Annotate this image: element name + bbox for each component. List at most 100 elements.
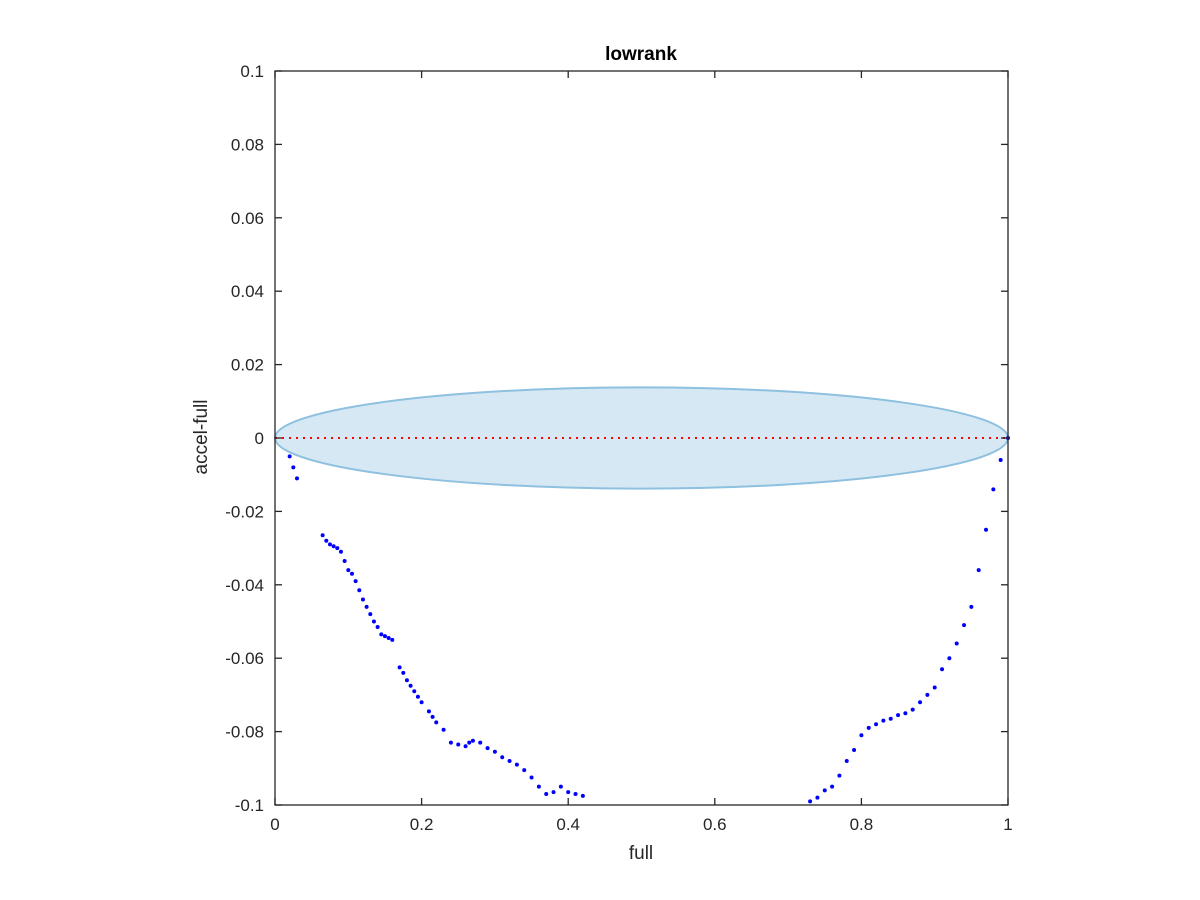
scatter-point: [467, 740, 472, 745]
scatter-point: [808, 799, 813, 804]
scatter-point: [932, 685, 937, 690]
y-tick-label: -0.1: [235, 796, 264, 815]
scatter-point: [401, 670, 406, 675]
scatter-point: [903, 711, 908, 716]
y-tick-label: -0.08: [225, 723, 264, 742]
scatter-point: [360, 597, 365, 602]
y-axis-ticks: -0.1 -0.08 -0.06 -0.04 -0.02 0 0.02 0.04 0.06 0.0…: [225, 62, 1008, 815]
x-tick-label: 0.4: [556, 815, 580, 834]
x-tick-label: 0: [270, 815, 279, 834]
scatter-point: [852, 747, 857, 752]
scatter-point: [415, 694, 420, 699]
scatter-point: [984, 527, 989, 532]
scatter-point: [386, 636, 391, 641]
scatter-point: [470, 738, 475, 743]
scatter-point: [448, 740, 453, 745]
scatter-point: [492, 749, 497, 754]
scatter-point: [331, 544, 336, 549]
scatter-point: [456, 742, 461, 747]
scatter-point: [837, 773, 842, 778]
scatter-point: [844, 758, 849, 763]
y-tick-label: 0: [255, 429, 264, 448]
scatter-point: [485, 746, 490, 751]
scatter-point: [529, 775, 534, 780]
scatter-point: [430, 714, 435, 719]
scatter-point: [327, 542, 332, 547]
scatter-point: [397, 665, 402, 670]
y-axis-title: accel-full: [191, 400, 212, 475]
scatter-point: [910, 707, 915, 712]
scatter-point: [551, 790, 556, 795]
scatter-point: [324, 538, 329, 543]
scatter-point: [830, 784, 835, 789]
scatter-point: [419, 700, 424, 705]
scatter-point: [382, 634, 387, 639]
scatter-point: [320, 533, 325, 538]
scatter-point: [390, 637, 395, 642]
y-tick-label: 0.04: [231, 282, 264, 301]
scatter-point: [353, 579, 358, 584]
scatter-point: [580, 793, 585, 798]
scatter-point: [294, 476, 299, 481]
scatter-point: [507, 758, 512, 763]
y-tick-label: 0.06: [231, 209, 264, 228]
x-axis-title: full: [629, 843, 653, 864]
scatter-point: [514, 762, 519, 767]
scatter-point: [969, 604, 974, 609]
scatter-point: [375, 625, 380, 630]
scatter-point: [463, 744, 468, 749]
scatter-point: [815, 795, 820, 800]
x-axis-ticks: 0 0.2 0.4 0.6 0.8 1: [270, 71, 1013, 834]
scatter-point: [371, 619, 376, 624]
scatter-point: [918, 700, 923, 705]
scatter-point: [500, 755, 505, 760]
plot-area: 0 0.2 0.4 0.6 0.8 1 -0.1 -0.08 -0.06 -0.04 -0.02 0…: [225, 62, 1012, 834]
scatter-point: [368, 612, 373, 617]
y-tick-label: -0.06: [225, 649, 264, 668]
x-tick-label: 0.6: [703, 815, 727, 834]
scatter-point: [335, 546, 340, 551]
scatter-point: [478, 740, 483, 745]
scatter-point: [962, 623, 967, 628]
scatter-point: [976, 568, 981, 573]
scatter-point: [434, 720, 439, 725]
scatter-point: [357, 588, 362, 593]
scatter-point: [998, 458, 1003, 463]
scatter-point: [888, 716, 893, 721]
x-tick-label: 0.2: [410, 815, 434, 834]
scatter-point: [859, 733, 864, 738]
x-tick-label: 0.8: [850, 815, 874, 834]
scatter-points: [287, 436, 1010, 804]
scatter-point: [346, 568, 351, 573]
scatter-point: [991, 487, 996, 492]
scatter-point: [947, 656, 952, 661]
scatter-point: [349, 571, 354, 576]
scatter-point: [426, 709, 431, 714]
scatter-point: [940, 667, 945, 672]
scatter-point: [379, 632, 384, 637]
chart-title: lowrank: [605, 44, 677, 65]
scatter-point: [896, 713, 901, 718]
y-tick-label: -0.02: [225, 502, 264, 521]
y-tick-label: 0.1: [240, 62, 264, 81]
scatter-point: [522, 768, 527, 773]
scatter-point: [881, 718, 886, 723]
y-tick-label: 0.02: [231, 356, 264, 375]
scatter-point: [866, 725, 871, 730]
scatter-point: [558, 784, 563, 789]
scatter-point: [544, 791, 549, 796]
scatter-point: [291, 465, 296, 470]
y-tick-label: 0.08: [231, 135, 264, 154]
x-tick-label: 1: [1003, 815, 1012, 834]
scatter-point: [408, 683, 413, 688]
scatter-point: [412, 689, 417, 694]
scatter-point: [536, 784, 541, 789]
scatter-point: [342, 558, 347, 563]
scatter-point: [441, 727, 446, 732]
scatter-point: [338, 549, 343, 554]
scatter-point: [954, 641, 959, 646]
scatter-point: [573, 791, 578, 796]
y-tick-label: -0.04: [225, 576, 264, 595]
scatter-point: [925, 692, 930, 697]
